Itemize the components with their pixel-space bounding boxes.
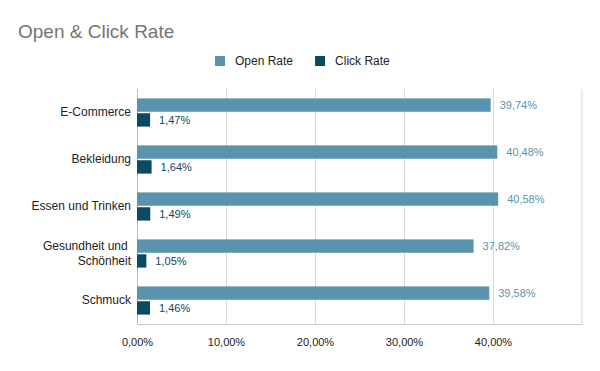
- x-tick-label: 0,00%: [122, 336, 153, 348]
- data-label: 40,58%: [507, 193, 545, 205]
- x-tick: 40,00%: [475, 89, 513, 348]
- data-label: 1,46%: [159, 302, 190, 314]
- data-label: 40,48%: [506, 146, 544, 158]
- bar: [137, 160, 152, 173]
- x-tick: 10,00%: [208, 89, 246, 348]
- data-label: 39,74%: [500, 99, 538, 111]
- x-tick-label: 20,00%: [297, 336, 335, 348]
- category-label: Essen und Trinken: [32, 199, 131, 213]
- data-labels: 39,74% 40,48% 40,58% 37,82% 39,58% 1,47% 1,64%…: [155, 99, 544, 314]
- y-tick: Gesundheit und Schönheit: [43, 239, 132, 269]
- y-axis: E-Commerce Bekleidung Essen und Trinken Ges…: [32, 90, 138, 325]
- data-label: 1,47%: [159, 114, 190, 126]
- legend: Open Rate Click Rate: [215, 54, 390, 68]
- data-label: 1,49%: [159, 208, 190, 220]
- chart: Open & Click Rate 0,00% 10,00% 20,00% 30,00%…: [0, 0, 600, 371]
- plot-frame-right: [582, 89, 583, 324]
- category-label: Schmuck: [82, 293, 132, 307]
- bar: [137, 286, 489, 299]
- bar: [137, 98, 491, 111]
- data-label: 1,64%: [161, 161, 192, 173]
- bar: [137, 113, 150, 126]
- grid-line: [493, 89, 494, 324]
- bar: [137, 254, 146, 267]
- bar: [137, 192, 498, 205]
- bars: [137, 98, 498, 314]
- category-label: Bekleidung: [72, 152, 131, 166]
- legend-item: Click Rate: [315, 54, 390, 68]
- x-tick-label: 40,00%: [475, 336, 513, 348]
- legend-swatch: [215, 56, 225, 66]
- title: Open & Click Rate: [18, 21, 174, 42]
- x-tick-label: 30,00%: [386, 336, 424, 348]
- legend-swatch: [315, 56, 325, 66]
- data-label: 1,05%: [155, 255, 186, 267]
- bar: [137, 301, 150, 314]
- bar: [137, 207, 150, 220]
- x-axis: 0,00% 10,00% 20,00% 30,00% 40,00%: [122, 89, 583, 348]
- bar: [137, 145, 497, 158]
- category-label: E-Commerce: [60, 105, 131, 119]
- y-tick: Essen und Trinken: [32, 199, 131, 213]
- y-tick: E-Commerce: [60, 105, 131, 119]
- legend-label: Click Rate: [335, 54, 390, 68]
- x-axis-line: [138, 324, 583, 325]
- category-label: Gesundheit und Schönheit: [43, 239, 132, 269]
- bar: [137, 239, 474, 252]
- x-tick: 0,00%: [122, 89, 153, 348]
- x-tick: 20,00%: [297, 89, 335, 348]
- legend-item: Open Rate: [215, 54, 293, 68]
- y-tick: Bekleidung: [72, 152, 131, 166]
- data-label: 39,58%: [498, 287, 536, 299]
- x-tick: 30,00%: [386, 89, 424, 348]
- x-tick-label: 10,00%: [208, 336, 246, 348]
- data-label: 37,82%: [483, 240, 521, 252]
- legend-label: Open Rate: [235, 54, 293, 68]
- y-tick: Schmuck: [82, 293, 132, 307]
